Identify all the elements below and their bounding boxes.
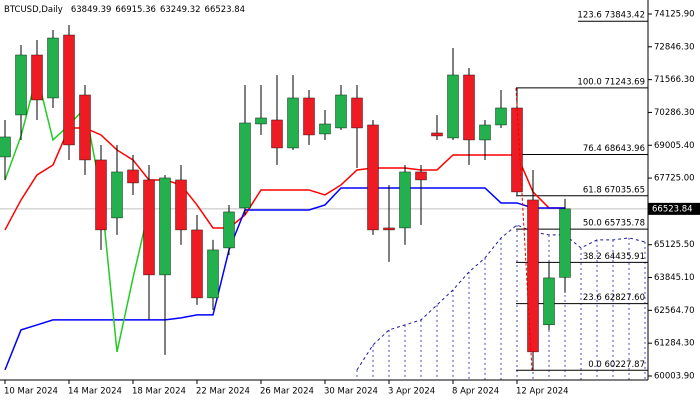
candle-body — [335, 94, 347, 129]
candle-body — [399, 171, 411, 229]
candle-body — [479, 124, 491, 141]
candle-body — [495, 107, 507, 126]
x-tick-label: 10 Mar 2024 — [4, 387, 58, 397]
header-open: 63849.39 — [71, 5, 112, 15]
candle-body — [559, 208, 571, 278]
candle-body — [0, 136, 11, 158]
candle-body — [15, 54, 27, 116]
y-tick-label: 60003.90 — [654, 372, 695, 382]
candle-body — [159, 177, 171, 276]
candle-body — [463, 74, 475, 141]
y-tick-label: 72846.30 — [654, 42, 695, 52]
indicator-line — [4, 74, 150, 353]
candle-body — [63, 34, 75, 146]
candle-body — [367, 124, 379, 231]
fib-label: 61.8 67035.65 — [583, 185, 645, 195]
candle-body — [255, 117, 267, 125]
y-tick-label: 61284.30 — [654, 339, 695, 349]
y-tick-label: 67725.00 — [654, 174, 695, 184]
candle-body — [223, 211, 235, 249]
y-tick-label: 69005.40 — [654, 141, 695, 151]
fib-label: 38.2 64435.91 — [583, 252, 645, 262]
x-tick-label: 30 Mar 2024 — [324, 387, 378, 397]
candle-body — [271, 119, 283, 149]
candle-body — [303, 97, 315, 136]
fib-label: 50.0 65735.78 — [583, 219, 645, 229]
candle-body — [207, 249, 219, 299]
candle-body — [127, 169, 139, 184]
candle-body — [383, 227, 395, 231]
price-tag-label: 66523.84 — [652, 204, 693, 214]
y-tick-label: 70286.30 — [654, 108, 695, 118]
price-tag — [648, 202, 700, 215]
candle-body — [351, 97, 363, 129]
axes: 74125.90 72846.30 71566.30 70286.30 69005.40… — [4, 9, 695, 396]
x-tick-label: 18 Mar 2024 — [132, 387, 186, 397]
fib-label: 100.0 71243.69 — [577, 77, 645, 87]
candle-body — [47, 37, 59, 99]
candle-body — [239, 122, 251, 209]
candle-body — [191, 229, 203, 299]
candle-body — [31, 54, 43, 101]
fib-label: 23.6 62827.60 — [583, 293, 645, 303]
y-tick-label: 71566.30 — [654, 75, 695, 85]
fib-label: 76.4 68643.96 — [583, 144, 645, 154]
candle-body — [415, 171, 427, 181]
y-tick-label: 62564.70 — [654, 306, 695, 316]
x-tick-label: 14 Mar 2024 — [68, 387, 122, 397]
x-tick-label: 12 Apr 2024 — [516, 387, 569, 397]
candle-body — [287, 97, 299, 149]
x-tick-label: 26 Mar 2024 — [260, 387, 314, 397]
header-high: 66915.36 — [115, 5, 156, 15]
indicator-line — [4, 127, 565, 231]
x-tick-label: 3 Apr 2024 — [388, 387, 435, 397]
symbol: BTCUSD,Daily — [4, 5, 63, 15]
candle-body — [431, 132, 443, 137]
candle-body — [143, 179, 155, 276]
candle-body — [111, 171, 123, 219]
y-tick-label: 74125.90 — [654, 9, 695, 19]
candle-body — [175, 179, 187, 231]
candle-body — [79, 94, 91, 161]
candle-body — [543, 277, 555, 326]
candle-body — [527, 199, 539, 353]
fib-label: 123.6 73843.42 — [577, 11, 645, 21]
header-close: 66523.84 — [205, 5, 246, 15]
candle-body — [511, 107, 523, 193]
x-tick-label: 8 Apr 2024 — [452, 387, 499, 397]
y-tick-label: 65125.50 — [654, 240, 695, 250]
chart-header: BTCUSD,Daily 63849.39 66915.36 63249.32 6652… — [4, 5, 245, 15]
fib-label: 0.0 60227.87 — [588, 360, 645, 370]
candle-body — [95, 159, 107, 231]
senkou-span-a — [356, 224, 646, 371]
candle-body — [447, 74, 459, 139]
indicator-line — [4, 187, 565, 371]
y-tick-label: 63845.10 — [654, 273, 695, 283]
candle-body — [319, 123, 331, 135]
fib-anchor-line — [515, 87, 533, 371]
header-low: 63249.32 — [160, 5, 201, 15]
plot-area — [0, 20, 648, 380]
x-tick-label: 22 Mar 2024 — [196, 387, 250, 397]
